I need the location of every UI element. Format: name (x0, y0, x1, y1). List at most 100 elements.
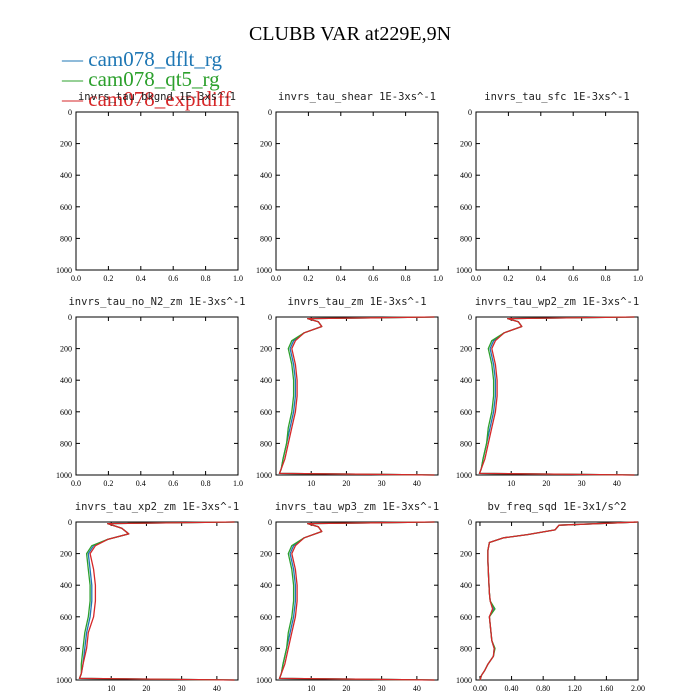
y-tick-label: 400 (460, 171, 472, 180)
x-tick-label: 20 (342, 479, 350, 488)
legend-entry-3: — cam078_expldiff (61, 87, 231, 111)
panel-title: invrs_tau_wp3_zm 1E-3xs^-1 (275, 501, 439, 513)
series-line-1 (278, 316, 435, 476)
y-tick-label: 400 (460, 581, 472, 590)
y-tick-label: 200 (60, 550, 72, 559)
panel-grid: invrs_tau_bkgnd 1E-3xs^-1020040060080010… (56, 91, 645, 693)
chart-panel-2: invrs_tau_shear 1E-3xs^-1 0 200 400 600 800 10… (256, 91, 443, 283)
chart-panel-9: bv_freq_sqd 1E-3x1/s^2020040060080010000… (456, 501, 645, 693)
x-tick-label: 0.4 (536, 274, 546, 283)
chart-panel-4: invrs_tau_no_N2_zm 1E-3xs^-1 0 200 400 600 80… (56, 296, 246, 488)
chart-panel-7: invrs_tau_xp2_zm 1E-3xs^-10 200 400 600 800 1… (56, 501, 239, 693)
x-tick-label: 0.4 (136, 274, 146, 283)
legend-entry-1: — cam078_dflt_rg (61, 47, 223, 71)
series-line-1 (479, 521, 639, 681)
y-tick-label: 200 (460, 140, 472, 149)
plot-frame (475, 316, 639, 476)
y-tick-label: 0 (468, 313, 472, 322)
series-line-2 (278, 316, 435, 476)
y-tick-label: 0 (268, 108, 272, 117)
legend: — cam078_dflt_rg — cam078_qt5_rg — cam07… (61, 47, 231, 111)
plot-frame (275, 521, 439, 681)
y-tick-label: 800 (260, 439, 272, 448)
y-tick-label: 200 (60, 140, 72, 149)
x-tick-label: 40 (613, 479, 621, 488)
chart-panel-3: invrs_tau_sfc 1E-3xs^-1 0 200 400 600 800 1000… (456, 91, 643, 283)
x-tick-label: 0.00 (473, 684, 487, 693)
series-line-3 (478, 316, 635, 476)
y-tick-label: 1000 (256, 471, 272, 480)
y-tick-label: 1000 (456, 266, 472, 275)
y-tick-label: 800 (460, 439, 472, 448)
y-tick-label: 800 (60, 439, 72, 448)
x-tick-label: 0.0 (71, 274, 81, 283)
y-tick-label: 1000 (256, 676, 272, 685)
x-tick-label: 10 (307, 684, 315, 693)
panel-title: invrs_tau_zm 1E-3xs^-1 (287, 296, 426, 308)
x-tick-label: 0.8 (601, 274, 611, 283)
y-tick-label: 0 (268, 518, 272, 527)
series-line-3 (278, 316, 435, 476)
x-tick-label: 0.6 (368, 274, 378, 283)
y-tick-label: 1000 (56, 676, 72, 685)
x-tick-label: 0.2 (103, 479, 113, 488)
series-line-3 (278, 521, 435, 681)
series-line-3 (78, 521, 235, 681)
y-tick-label: 400 (260, 376, 272, 385)
x-tick-label: 10 (307, 479, 315, 488)
legend-label-1: cam078_dflt_rg (88, 47, 222, 71)
y-tick-label: 800 (60, 234, 72, 243)
x-tick-label: 0.2 (503, 274, 513, 283)
panel-title: bv_freq_sqd 1E-3x1/s^2 (487, 501, 626, 513)
y-tick-label: 800 (460, 234, 472, 243)
y-tick-label: 0 (68, 313, 72, 322)
y-tick-label: 600 (260, 613, 272, 622)
plot-frame (275, 111, 439, 271)
x-tick-label: 0.0 (71, 479, 81, 488)
x-tick-label: 20 (142, 684, 150, 693)
series-line-2 (478, 316, 635, 476)
y-tick-label: 200 (260, 140, 272, 149)
chart-panel-1: invrs_tau_bkgnd 1E-3xs^-1 0 200 400 600 800 10… (56, 91, 243, 283)
x-tick-label: 0.8 (201, 479, 211, 488)
panel-title: invrs_tau_sfc 1E-3xs^-1 (484, 91, 629, 103)
x-tick-label: 1.0 (233, 479, 243, 488)
x-tick-label: 0.0 (271, 274, 281, 283)
y-tick-label: 200 (260, 550, 272, 559)
y-tick-label: 600 (460, 408, 472, 417)
y-tick-label: 200 (60, 345, 72, 354)
x-tick-label: 30 (578, 479, 586, 488)
y-tick-label: 1000 (56, 471, 72, 480)
y-tick-label: 800 (460, 644, 472, 653)
y-tick-label: 600 (60, 613, 72, 622)
x-tick-label: 20 (342, 684, 350, 693)
legend-label-3: cam078_expldiff (88, 87, 231, 111)
x-tick-label: 30 (178, 684, 186, 693)
plot-frame (75, 316, 239, 476)
x-tick-label: 0.6 (168, 274, 178, 283)
x-tick-label: 1.60 (599, 684, 613, 693)
x-tick-label: 1.0 (433, 274, 443, 283)
y-tick-label: 200 (260, 345, 272, 354)
chart-panel-8: invrs_tau_wp3_zm 1E-3xs^-10 200 400 600 800 1… (256, 501, 439, 693)
y-tick-label: 400 (60, 376, 72, 385)
x-tick-label: 10 (507, 479, 515, 488)
series-line-1 (278, 521, 435, 681)
x-tick-label: 0.2 (303, 274, 313, 283)
y-tick-label: 400 (60, 581, 72, 590)
series-line-2 (479, 521, 639, 681)
y-tick-label: 1000 (456, 676, 472, 685)
legend-entry-2: — cam078_qt5_rg (61, 67, 220, 91)
y-tick-label: 800 (260, 644, 272, 653)
y-tick-label: 400 (60, 171, 72, 180)
y-tick-label: 0 (268, 313, 272, 322)
series-line-2 (278, 521, 435, 681)
x-tick-label: 40 (413, 479, 421, 488)
y-tick-label: 600 (260, 408, 272, 417)
x-tick-label: 1.20 (568, 684, 582, 693)
series-line-3 (479, 521, 639, 681)
plot-frame (475, 521, 639, 681)
x-tick-label: 30 (378, 684, 386, 693)
x-tick-label: 1.0 (233, 274, 243, 283)
